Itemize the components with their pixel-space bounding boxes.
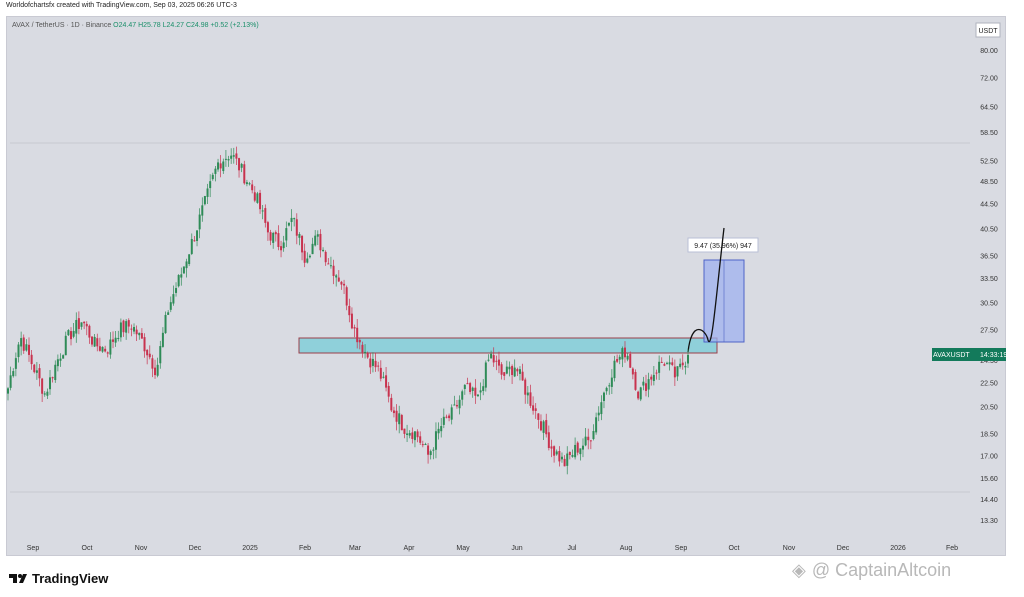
tradingview-icon bbox=[9, 574, 27, 583]
tradingview-logo: TradingView bbox=[8, 569, 108, 587]
chart-legend: AVAX / TetherUS · 1D · Binance O24.47 H2… bbox=[12, 22, 259, 29]
watermark: ◈ @ CaptainAltcoin bbox=[792, 560, 951, 581]
chart-frame[interactable] bbox=[6, 16, 1006, 556]
watermark-text: @ CaptainAltcoin bbox=[811, 560, 952, 580]
legend-symbol: AVAX / TetherUS · 1D · Binance bbox=[12, 22, 112, 29]
chart-author-header: Worldofchartsfx created with TradingView… bbox=[6, 2, 237, 9]
watermark-icon: ◈ bbox=[792, 560, 806, 580]
tradingview-brand: TradingView bbox=[32, 570, 109, 586]
legend-values: O24.47 H25.78 L24.27 C24.98 +0.52 (+2.13… bbox=[113, 22, 259, 29]
